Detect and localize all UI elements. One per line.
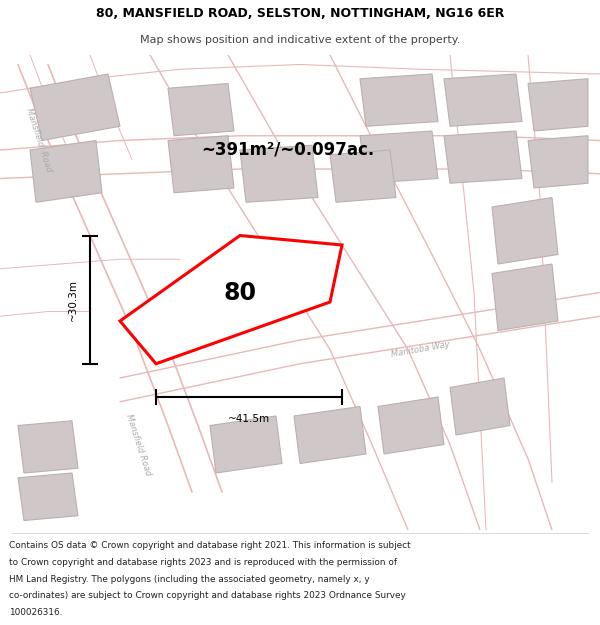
Text: Manitoba Way: Manitoba Way <box>390 340 450 359</box>
Text: ~30.3m: ~30.3m <box>68 279 78 321</box>
Polygon shape <box>210 416 282 473</box>
Polygon shape <box>444 74 522 126</box>
Polygon shape <box>444 131 522 183</box>
Text: HM Land Registry. The polygons (including the associated geometry, namely x, y: HM Land Registry. The polygons (includin… <box>9 574 370 584</box>
Text: ~391m²/~0.097ac.: ~391m²/~0.097ac. <box>202 141 374 159</box>
Polygon shape <box>360 131 438 183</box>
Text: Mansfield Road: Mansfield Road <box>124 412 152 476</box>
Text: 80, MANSFIELD ROAD, SELSTON, NOTTINGHAM, NG16 6ER: 80, MANSFIELD ROAD, SELSTON, NOTTINGHAM,… <box>96 8 504 20</box>
Text: to Crown copyright and database rights 2023 and is reproduced with the permissio: to Crown copyright and database rights 2… <box>9 558 397 567</box>
Polygon shape <box>330 150 396 202</box>
Polygon shape <box>528 136 588 188</box>
Text: ~41.5m: ~41.5m <box>228 414 270 424</box>
Text: Map shows position and indicative extent of the property.: Map shows position and indicative extent… <box>140 34 460 44</box>
Text: Contains OS data © Crown copyright and database right 2021. This information is : Contains OS data © Crown copyright and d… <box>9 541 410 551</box>
Polygon shape <box>240 145 318 202</box>
Polygon shape <box>30 141 102 202</box>
Text: Mansfield  Road: Mansfield Road <box>25 107 53 174</box>
Polygon shape <box>168 136 234 192</box>
Polygon shape <box>120 236 342 364</box>
Polygon shape <box>492 264 558 331</box>
Polygon shape <box>18 421 78 473</box>
Polygon shape <box>450 378 510 435</box>
Polygon shape <box>30 74 120 141</box>
Polygon shape <box>360 74 438 126</box>
Text: co-ordinates) are subject to Crown copyright and database rights 2023 Ordnance S: co-ordinates) are subject to Crown copyr… <box>9 591 406 600</box>
Polygon shape <box>378 397 444 454</box>
Polygon shape <box>528 79 588 131</box>
Polygon shape <box>492 198 558 264</box>
Polygon shape <box>294 406 366 464</box>
Polygon shape <box>18 473 78 521</box>
Polygon shape <box>168 84 234 136</box>
Text: 80: 80 <box>223 281 257 304</box>
Text: 100026316.: 100026316. <box>9 608 62 617</box>
